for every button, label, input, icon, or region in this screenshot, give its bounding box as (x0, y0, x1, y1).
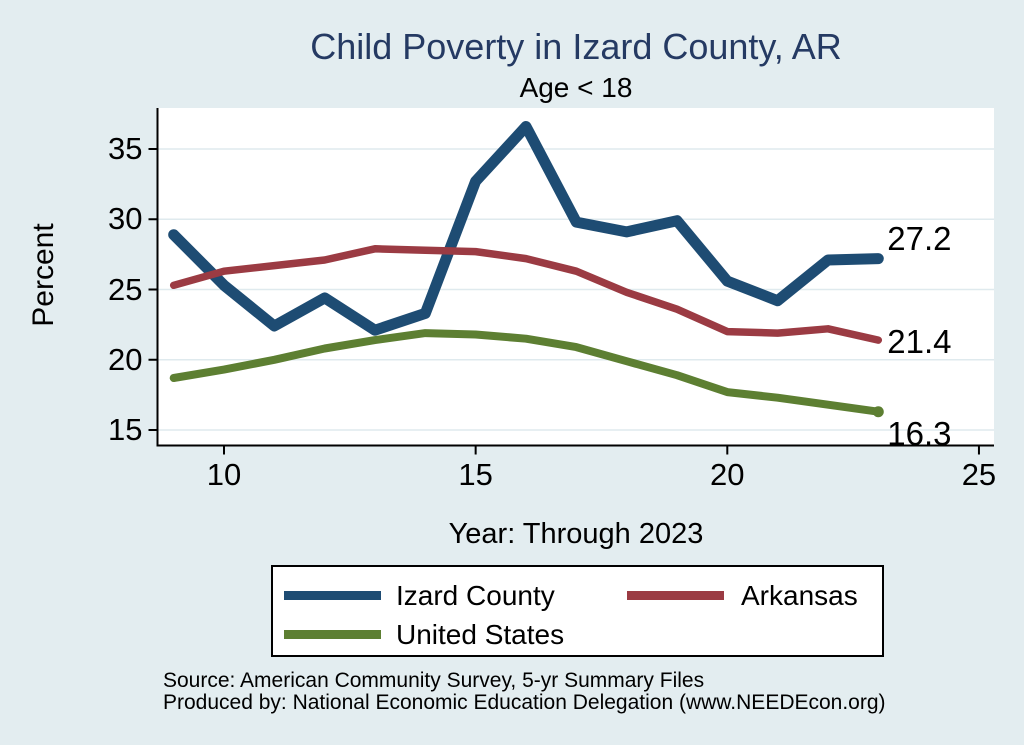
series-end-label-izard-county: 27.2 (887, 219, 952, 257)
legend-swatch-izard-county (284, 591, 381, 600)
x-tick-label-15: 15 (458, 456, 493, 492)
y-tick-label-20: 20 (108, 341, 143, 377)
series-line-arkansas (169, 245, 883, 344)
source-note: Source: American Community Survey, 5-yr … (163, 669, 705, 692)
chart-title: Child Poverty in Izard County, AR (310, 26, 842, 67)
x-tick-label-10: 10 (206, 456, 242, 492)
y-tick-label-35: 35 (108, 131, 143, 166)
legend-box: Izard County Arkansas United States (271, 565, 884, 657)
y-tick-label-30: 30 (108, 201, 143, 237)
series-line-izard-county (168, 121, 884, 336)
x-tick-label-25: 25 (961, 456, 997, 492)
series-end-label-united-states: 16.3 (887, 414, 952, 452)
legend-label-izard-county: Izard County (396, 580, 555, 611)
legend-label-arkansas: Arkansas (741, 580, 858, 611)
x-tick-label-20: 20 (710, 456, 745, 492)
series-line-united-states (169, 329, 883, 416)
produced-by-note: Produced by: National Economic Education… (163, 691, 886, 714)
legend-swatch-united-states (284, 630, 381, 639)
plot-background (157, 108, 994, 446)
x-axis-title: Year: Through 2023 (448, 518, 704, 550)
legend-swatch-arkansas (627, 591, 724, 600)
y-tick-label-15: 15 (108, 412, 143, 447)
legend-label-united-states: United States (396, 619, 565, 650)
series-end-label-arkansas: 21.4 (887, 323, 952, 361)
y-tick-label-25: 25 (108, 271, 143, 307)
chart-subtitle: Age < 18 (519, 72, 633, 103)
series-end-marker-united-states (872, 406, 884, 418)
